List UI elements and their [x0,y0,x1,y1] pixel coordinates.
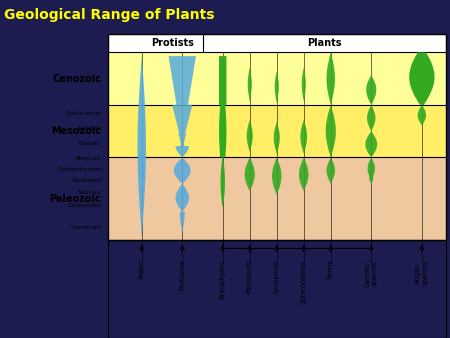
Polygon shape [245,158,255,191]
Polygon shape [327,52,335,105]
Polygon shape [299,158,308,191]
Polygon shape [418,105,426,125]
Text: Sphenopsids: Sphenopsids [301,260,307,304]
Text: Jurassic: Jurassic [77,126,101,131]
Polygon shape [219,56,226,206]
Text: Protozoa: Protozoa [179,260,185,290]
Text: Silurian: Silurian [77,190,101,195]
Text: Permian: Permian [76,156,101,161]
Text: Mesozoic: Mesozoic [51,126,101,136]
Text: Geological Range of Plants: Geological Range of Plants [4,8,215,22]
Bar [108,158,446,240]
Text: Paleozoic: Paleozoic [50,194,101,204]
Text: Algae: Algae [139,260,145,279]
Polygon shape [274,122,280,154]
Text: Devonian: Devonian [71,178,101,184]
Text: Lycopsids: Lycopsids [274,260,280,293]
Text: Angio-
sperms: Angio- sperms [415,260,428,285]
Polygon shape [367,105,375,131]
Text: Psilopsids: Psilopsids [247,260,253,293]
Text: Carboniferous: Carboniferous [57,167,101,172]
Polygon shape [248,67,252,101]
Polygon shape [247,120,253,152]
Polygon shape [275,71,279,103]
Text: Plants: Plants [307,38,341,48]
Bar [108,52,446,105]
Bar [108,105,446,158]
Text: Cambrian: Cambrian [71,225,101,230]
Text: Ferns: Ferns [328,260,334,278]
Polygon shape [366,75,376,105]
Text: Protists: Protists [151,38,194,48]
Text: Triassic: Triassic [78,141,101,146]
Polygon shape [327,158,335,184]
Bar [108,34,446,52]
Polygon shape [301,120,307,154]
Polygon shape [302,67,306,101]
Polygon shape [365,131,377,158]
Polygon shape [326,105,336,158]
Polygon shape [138,56,146,236]
Polygon shape [168,56,196,233]
Polygon shape [272,158,281,195]
Polygon shape [409,52,435,105]
Text: Ordovician: Ordovician [67,203,101,208]
Text: Cenozoic: Cenozoic [52,74,101,83]
Polygon shape [368,158,375,180]
Text: Cretaceous: Cretaceous [66,111,101,116]
Text: Gymno-
sperms: Gymno- sperms [365,260,378,287]
Polygon shape [369,172,373,184]
Text: Bryophytes: Bryophytes [220,260,226,299]
